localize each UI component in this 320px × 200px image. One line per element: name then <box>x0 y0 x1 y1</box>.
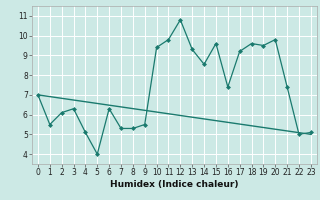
X-axis label: Humidex (Indice chaleur): Humidex (Indice chaleur) <box>110 180 239 189</box>
